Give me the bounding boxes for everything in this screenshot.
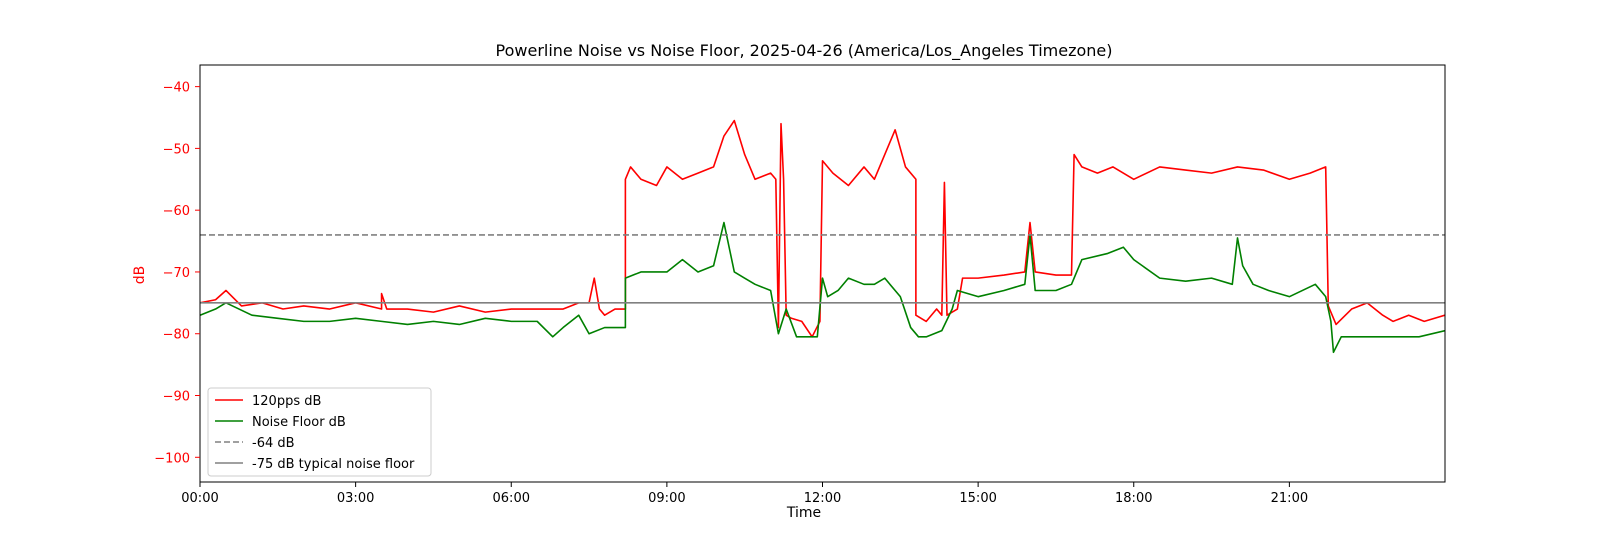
series-line-0 xyxy=(200,119,1445,338)
x-tick-label: 15:00 xyxy=(959,491,996,506)
y-tick-label: −80 xyxy=(163,328,190,343)
legend-entry-label: -64 dB xyxy=(252,436,295,451)
legend-box xyxy=(207,387,432,477)
y-tick-label: −70 xyxy=(163,266,190,281)
legend-entry-label: 120pps dB xyxy=(252,394,321,409)
legend-entry-label: -75 dB typical noise floor xyxy=(252,457,415,472)
y-tick-label: −40 xyxy=(163,81,190,96)
y-axis-label: dB xyxy=(132,266,148,285)
plot-area xyxy=(200,119,1445,354)
x-tick-label: 03:00 xyxy=(337,491,374,506)
x-tick-label: 00:00 xyxy=(181,491,218,506)
series-line-1 xyxy=(200,221,1445,354)
x-tick-label: 06:00 xyxy=(493,491,530,506)
x-tick-label: 09:00 xyxy=(648,491,685,506)
x-axis-label: Time xyxy=(786,505,821,521)
y-tick-label: −50 xyxy=(163,142,190,157)
axes: 00:00 03:00 06:00 09:00 12:00 15:00 18:00 21:00… xyxy=(154,64,1446,506)
chart-title: Powerline Noise vs Noise Floor, 2025-04-… xyxy=(496,41,1113,61)
legend-entry-label: Noise Floor dB xyxy=(252,415,346,430)
y-tick-label: −60 xyxy=(163,204,190,219)
x-tick-label: 18:00 xyxy=(1115,491,1152,506)
legend: 120pps dB Noise Floor dB -64 dB -75 dB typi… xyxy=(207,387,432,477)
y-tick-label: −90 xyxy=(163,390,190,405)
y-tick-label: −100 xyxy=(154,451,190,466)
x-tick-label: 12:00 xyxy=(804,491,841,506)
x-tick-label: 21:00 xyxy=(1271,491,1308,506)
